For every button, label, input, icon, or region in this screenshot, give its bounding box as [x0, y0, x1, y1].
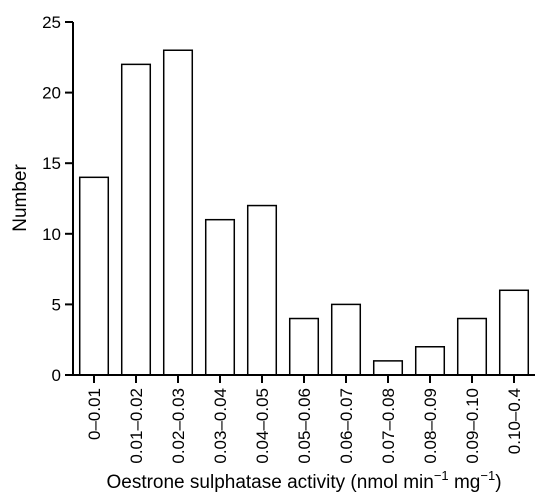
- x-tick-label: 0.07–0.08: [379, 388, 398, 464]
- y-axis-title: Number: [10, 164, 31, 232]
- y-tick-label: 5: [52, 295, 61, 314]
- bar: [288, 317, 320, 376]
- x-tick-label: 0.01–0.02: [127, 388, 146, 464]
- bar: [246, 204, 278, 376]
- x-axis-title-mid: mg: [449, 472, 481, 493]
- x-tick-label: 0.06–0.07: [337, 388, 356, 464]
- x-axis-title-sup2: −1: [480, 468, 495, 483]
- bar: [162, 49, 194, 376]
- bar: [330, 303, 362, 376]
- bar: [78, 176, 110, 376]
- bar: [204, 218, 236, 376]
- bar-series: [78, 49, 530, 376]
- x-tick-label: 0.02–0.03: [169, 388, 188, 464]
- y-tick-label: 20: [42, 84, 61, 103]
- bar: [456, 317, 488, 376]
- bar: [414, 346, 446, 376]
- x-tick-label: 0.03–0.04: [211, 388, 230, 464]
- x-tick-label: 0.09–0.10: [463, 388, 482, 464]
- x-tick-label: 0.10–0.4: [505, 388, 524, 454]
- y-tick-label: 25: [42, 13, 61, 32]
- y-tick-label: 15: [42, 154, 61, 173]
- bar: [372, 360, 404, 376]
- bar: [120, 63, 152, 376]
- x-axis-title: Oestrone sulphatase activity (nmol min−1…: [106, 468, 501, 493]
- y-axis: 0 5 10 15 20 25: [42, 13, 74, 385]
- x-tick-label: 0.04–0.05: [253, 388, 272, 464]
- bar: [498, 289, 530, 376]
- x-axis-title-sup1: −1: [434, 468, 449, 483]
- y-tick-label: 10: [42, 225, 61, 244]
- x-tick-label: 0.08–0.09: [421, 388, 440, 464]
- x-axis: 0–0.01 0.01–0.02 0.02–0.03 0.03–0.04 0.04–0.…: [73, 374, 535, 464]
- x-axis-title-end: ): [495, 472, 501, 493]
- y-tick-label: 0: [52, 366, 61, 385]
- x-axis-title-main: Oestrone sulphatase activity (nmol min: [106, 472, 433, 493]
- x-tick-label: 0–0.01: [85, 388, 104, 440]
- x-tick-label: 0.05–0.06: [295, 388, 314, 464]
